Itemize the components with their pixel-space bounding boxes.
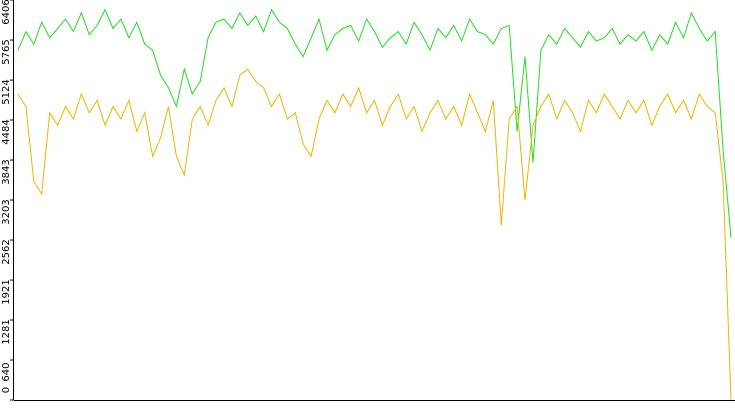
y-tick-label: 3203 [1, 199, 12, 224]
y-tick-label: 5124 [1, 79, 12, 104]
y-tick-label: 640 [1, 362, 12, 381]
y-tick-label: 6406 [1, 0, 12, 25]
series-line [17, 68, 732, 401]
y-tick-label: 5765 [1, 39, 12, 64]
y-tick-label: 1921 [1, 279, 12, 304]
y-tick-label: 1281 [1, 319, 12, 344]
y-tick-label: 4484 [1, 119, 12, 144]
y-tick-label: 3843 [1, 159, 12, 184]
y-tick-label: 2562 [1, 239, 12, 264]
y-tick-label: 0 [1, 387, 12, 393]
series-line [17, 8, 732, 238]
